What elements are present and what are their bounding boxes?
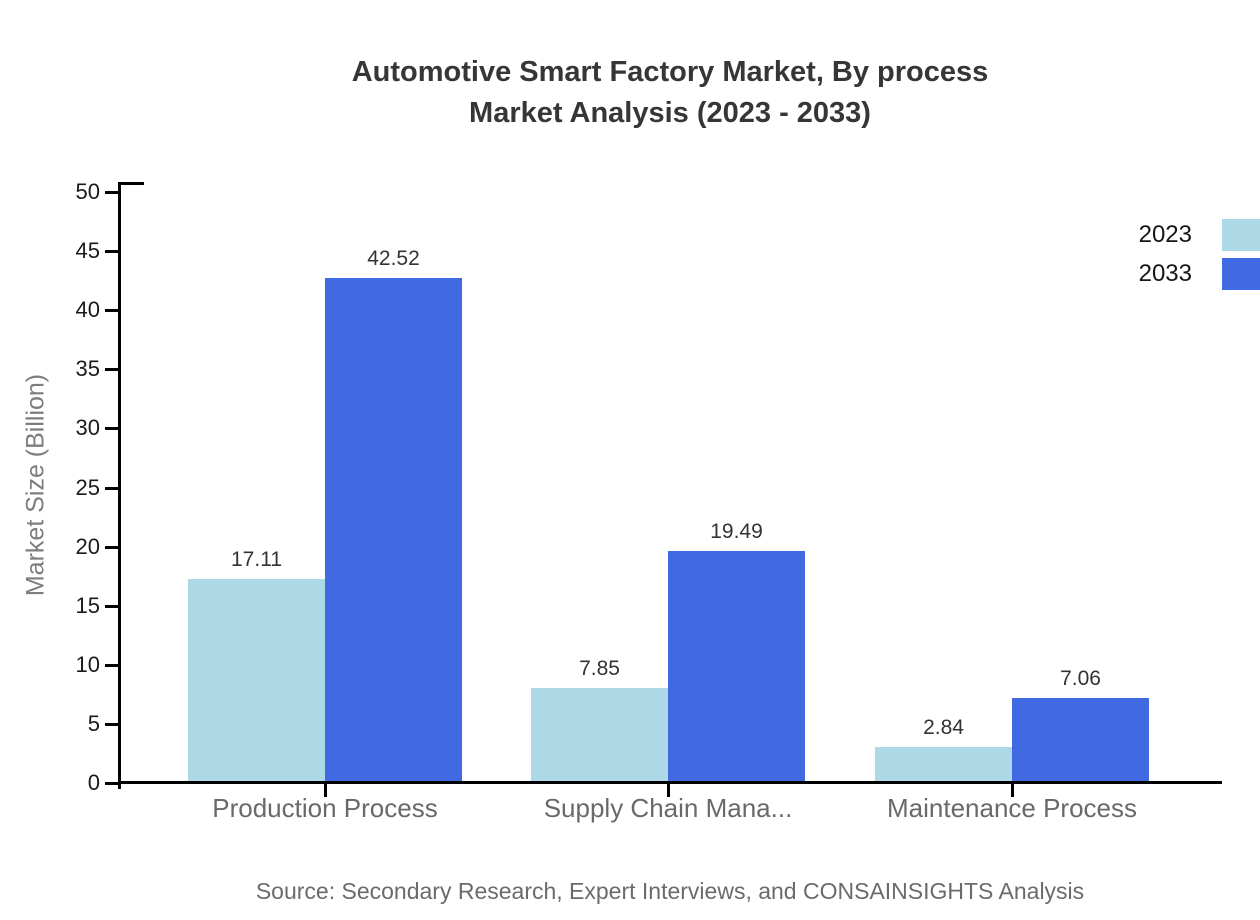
y-tick-mark: [105, 545, 118, 549]
y-tick-mark: [105, 427, 118, 431]
y-tick-mark: [105, 722, 118, 726]
x-tick-mark: [667, 784, 670, 797]
legend-swatch: [1222, 219, 1260, 251]
y-axis-top-cap: [118, 182, 144, 185]
y-tick-mark: [105, 663, 118, 667]
x-tick-mark: [1011, 784, 1014, 797]
bar-value-label: 19.49: [710, 519, 763, 543]
y-tick-mark: [105, 604, 118, 608]
legend-row-2023: 2023: [1139, 219, 1260, 251]
bar-2023-Maintenance Process: [875, 747, 1012, 781]
chart-title-line-2: Market Analysis (2023 - 2033): [469, 97, 871, 129]
y-axis-line: [118, 182, 121, 789]
bar-2033-Supply Chain Mana...: [668, 550, 805, 781]
y-tick-mark: [105, 782, 118, 785]
x-axis-line: [118, 781, 1222, 784]
y-tick-mark: [105, 250, 118, 254]
y-tick-label: 5: [87, 710, 100, 736]
category-label: Supply Chain Mana...: [543, 793, 793, 823]
chart-title-line-1: Automotive Smart Factory Market, By proc…: [351, 56, 989, 88]
bar-value-label: 17.11: [231, 547, 282, 571]
legend-label: 2023: [1138, 221, 1192, 248]
y-tick-label: 20: [75, 533, 100, 559]
y-tick-label: 30: [75, 415, 100, 441]
category-label: Production Process: [212, 793, 438, 823]
bar-value-label: 7.85: [579, 657, 620, 681]
bar-2033-Production Process: [325, 278, 462, 781]
y-tick-mark: [105, 486, 118, 490]
legend-row-2033: 2033: [1139, 258, 1260, 290]
legend: 2023 2033: [1139, 219, 1260, 297]
y-tick-mark: [105, 191, 118, 194]
legend-swatch: [1222, 258, 1260, 290]
y-tick-label: 10: [75, 651, 100, 677]
y-tick-label: 35: [75, 356, 100, 382]
chart-title: Automotive Smart Factory Market, By proc…: [80, 52, 1260, 134]
bar-value-label: 42.52: [367, 247, 420, 271]
y-tick-mark: [105, 309, 118, 313]
bar-value-label: 2.84: [923, 716, 964, 740]
y-tick-mark: [105, 368, 118, 372]
category-label: Maintenance Process: [886, 793, 1138, 823]
y-tick-label: 45: [75, 238, 100, 264]
y-tick-label: 50: [75, 179, 100, 204]
bar-value-label: 7.06: [1060, 666, 1101, 690]
x-tick-mark: [324, 784, 327, 797]
y-tick-label: 25: [75, 474, 100, 500]
bar-2033-Maintenance Process: [1012, 697, 1149, 781]
y-tick-label: 40: [75, 297, 100, 323]
y-tick-label: 15: [75, 592, 100, 618]
bar-2023-Supply Chain Mana...: [531, 688, 668, 781]
legend-label: 2033: [1138, 260, 1192, 287]
y-tick-label: 0: [87, 770, 100, 795]
bar-2023-Production Process: [188, 578, 325, 781]
source-attribution: Source: Secondary Research, Expert Inter…: [255, 878, 1085, 904]
